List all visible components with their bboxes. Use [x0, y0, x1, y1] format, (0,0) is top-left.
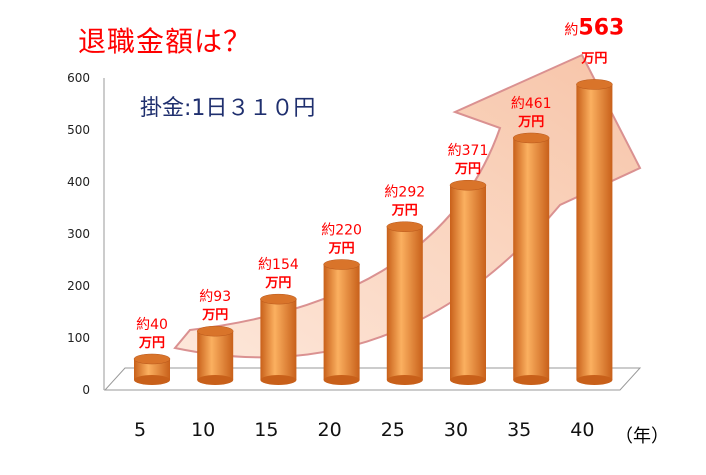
data-label: 約93 [199, 289, 231, 305]
x-tick-label: 5 [134, 419, 146, 441]
bar-10 [196, 325, 234, 385]
data-label-unit: 万円 [517, 115, 544, 130]
y-tick-label: 0 [82, 383, 90, 397]
data-label-unit: 万円 [391, 204, 418, 219]
data-label-unit: 万円 [264, 276, 291, 291]
chart-title: 退職金額は？ [78, 25, 253, 58]
data-label: 約292 [384, 185, 425, 201]
x-tick-label: 20 [318, 419, 342, 441]
floor [103, 367, 642, 391]
bar-top [386, 221, 424, 232]
bar-15 [260, 293, 297, 385]
bar-top [260, 293, 297, 305]
data-label-unit: 万円 [138, 336, 165, 351]
y-tick-label: 600 [67, 71, 90, 85]
bar-top [576, 79, 613, 90]
y-tick-label: 100 [67, 331, 90, 345]
bar-top [196, 325, 234, 337]
bar-top [133, 353, 171, 365]
data-label: 約154 [258, 257, 299, 273]
x-tick-label: 40 [570, 419, 594, 441]
y-tick-label: 200 [67, 279, 90, 293]
data-label-unit: 万円 [201, 308, 228, 323]
bar-30 [449, 179, 487, 385]
x-tick-label: 30 [444, 419, 468, 441]
y-tick-label: 500 [67, 123, 90, 137]
bar-35 [512, 132, 550, 385]
y-tick-label: 300 [67, 227, 90, 241]
data-label-unit: 万円 [328, 242, 355, 257]
y-tick-label: 400 [67, 175, 90, 189]
x-tick-label: 15 [254, 419, 278, 441]
bar-25 [386, 221, 424, 385]
bar-top [449, 179, 487, 191]
bar-40 [576, 79, 613, 385]
bar-5 [133, 353, 171, 385]
data-label: 約371 [448, 143, 489, 159]
data-label: 約40 [136, 317, 168, 333]
bar-top [512, 132, 550, 144]
data-label-unit: 万円 [454, 162, 481, 177]
data-label: 約220 [321, 223, 362, 239]
data-label: 約563 [564, 15, 624, 40]
x-axis-label: （年） [615, 426, 669, 447]
x-tick-label: 25 [381, 419, 405, 441]
data-label-unit: 万円 [580, 51, 607, 66]
data-label: 約461 [511, 96, 552, 112]
x-tick-label: 10 [191, 419, 215, 441]
x-tick-label: 35 [507, 419, 531, 441]
chart-subtitle: 掛金:1日３１０円 [140, 96, 316, 121]
bar-20 [323, 259, 360, 385]
bar-top [323, 259, 360, 270]
